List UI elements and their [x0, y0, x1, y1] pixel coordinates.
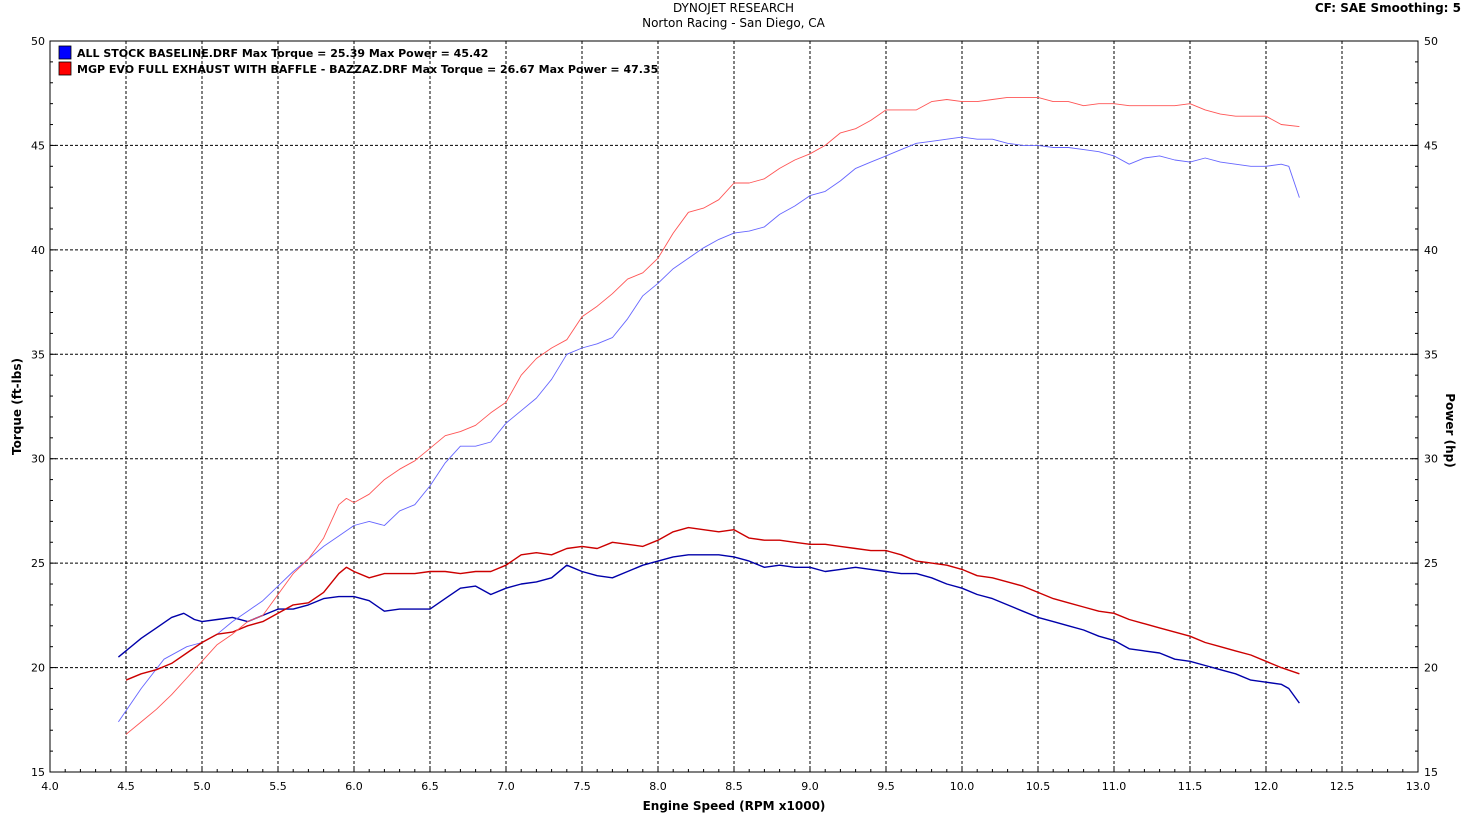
tick-marks: [49, 40, 1419, 773]
y-tick-label-left: 50: [31, 35, 45, 48]
x-tick-label: 12.0: [1254, 780, 1279, 793]
x-tick-label: 10.5: [1026, 780, 1051, 793]
x-tick-label: 13.0: [1406, 780, 1431, 793]
y-tick-label-right: 20: [1424, 662, 1438, 675]
x-tick-label: 11.5: [1178, 780, 1203, 793]
y-tick-label-left: 30: [31, 453, 45, 466]
legend-entry: ALL STOCK BASELINE.DRF Max Torque = 25.3…: [77, 47, 488, 60]
x-tick-label: 8.0: [649, 780, 667, 793]
y-tick-label-left: 20: [31, 662, 45, 675]
series-stock-power-line: [118, 136, 1300, 723]
x-tick-label: 11.0: [1102, 780, 1127, 793]
x-tick-label: 6.5: [421, 780, 439, 793]
legend-entry: MGP EVO FULL EXHAUST WITH BAFFLE - BAZZA…: [77, 63, 658, 76]
y-tick-label-left: 35: [31, 348, 45, 361]
x-tick-label: 7.5: [573, 780, 591, 793]
y-axis-label-right: Power (hp): [1443, 393, 1457, 467]
grid: [50, 41, 1418, 772]
y-tick-label-left: 45: [31, 139, 45, 152]
y-tick-label-left: 15: [31, 766, 45, 779]
x-tick-label: 7.0: [497, 780, 515, 793]
series-exhaust-torque-line: [125, 526, 1300, 681]
x-tick-label: 6.0: [345, 780, 363, 793]
x-tick-label: 10.0: [950, 780, 975, 793]
y-tick-label-right: 40: [1424, 244, 1438, 257]
y-tick-label-left: 40: [31, 244, 45, 257]
chart-subtitle: Norton Racing - San Diego, CA: [642, 16, 825, 30]
series-lines: [117, 96, 1300, 735]
legend-swatch: [58, 61, 72, 76]
y-tick-label-right: 15: [1424, 766, 1438, 779]
x-tick-label: 9.5: [877, 780, 895, 793]
x-tick-label: 8.5: [725, 780, 743, 793]
x-tick-label: 5.5: [269, 780, 287, 793]
x-axis-label: Engine Speed (RPM x1000): [643, 799, 826, 813]
y-tick-label-right: 50: [1424, 35, 1438, 48]
y-tick-label-right: 45: [1424, 139, 1438, 152]
y-tick-label-right: 30: [1424, 453, 1438, 466]
x-tick-label: 4.0: [41, 780, 59, 793]
x-tick-label: 4.5: [117, 780, 135, 793]
x-tick-label: 5.0: [193, 780, 211, 793]
y-tick-label-right: 35: [1424, 348, 1438, 361]
y-axis-label-left: Torque (ft-lbs): [10, 358, 24, 455]
chart-title: DYNOJET RESEARCH: [672, 1, 795, 15]
legend-swatch: [58, 45, 72, 60]
x-tick-label: 12.5: [1330, 780, 1355, 793]
legend: ALL STOCK BASELINE.DRF Max Torque = 25.3…: [58, 45, 658, 76]
series-exhaust-power-line: [125, 96, 1300, 735]
series-stock-torque-line: [117, 554, 1300, 704]
correction-factor-info: CF: SAE Smoothing: 5: [1314, 1, 1461, 15]
x-tick-label: 9.0: [801, 780, 819, 793]
y-tick-label-right: 25: [1424, 557, 1438, 570]
y-tick-label-left: 25: [31, 557, 45, 570]
